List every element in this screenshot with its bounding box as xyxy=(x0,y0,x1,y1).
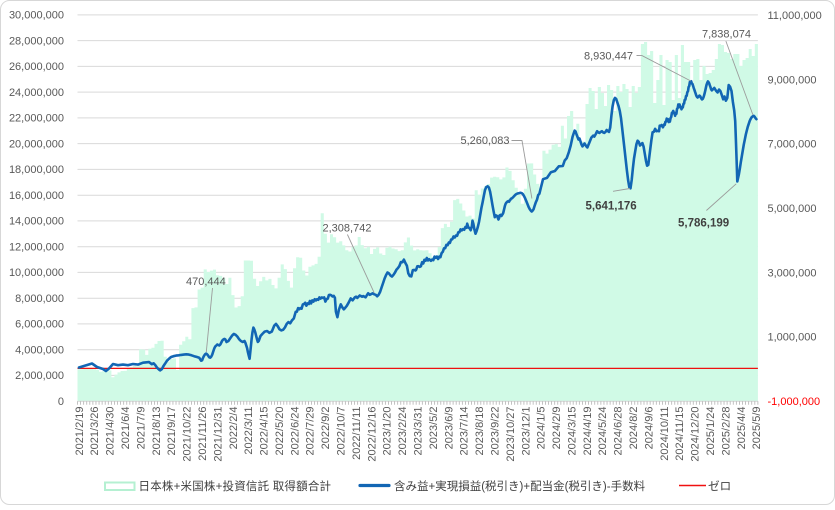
svg-text:7,000,000: 7,000,000 xyxy=(768,139,817,151)
svg-text:16,000,000: 16,000,000 xyxy=(9,190,64,202)
svg-text:3,000,000: 3,000,000 xyxy=(768,267,817,279)
svg-text:2024/10/11: 2024/10/11 xyxy=(659,407,671,461)
svg-text:2022/3/11: 2022/3/11 xyxy=(243,407,255,455)
svg-text:5,641,176: 5,641,176 xyxy=(586,201,637,213)
svg-text:8,000,000: 8,000,000 xyxy=(15,293,64,305)
svg-text:1,000,000: 1,000,000 xyxy=(768,332,817,344)
svg-text:2023/3/31: 2023/3/31 xyxy=(413,407,425,456)
svg-text:470,444: 470,444 xyxy=(186,276,226,288)
svg-text:2,000,000: 2,000,000 xyxy=(15,370,64,382)
svg-text:2023/12/1: 2023/12/1 xyxy=(520,407,532,456)
svg-text:11,000,000: 11,000,000 xyxy=(768,10,822,22)
svg-text:2022/4/15: 2022/4/15 xyxy=(259,407,271,456)
svg-text:18,000,000: 18,000,000 xyxy=(9,164,64,176)
svg-text:2024/4/19: 2024/4/19 xyxy=(582,407,594,456)
svg-text:日本株+米国株+投資信託 取得額合計: 日本株+米国株+投資信託 取得額合計 xyxy=(139,479,332,493)
svg-text:2023/2/24: 2023/2/24 xyxy=(397,407,409,456)
svg-text:2021/2/19: 2021/2/19 xyxy=(74,407,86,456)
svg-text:2023/5/2: 2023/5/2 xyxy=(428,407,440,450)
svg-text:12,000,000: 12,000,000 xyxy=(9,242,64,254)
svg-text:2022/12/16: 2022/12/16 xyxy=(366,407,378,462)
svg-text:5,786,199: 5,786,199 xyxy=(678,218,729,230)
svg-text:-1,000,000: -1,000,000 xyxy=(768,396,821,408)
svg-text:2023/7/14: 2023/7/14 xyxy=(459,407,471,456)
svg-text:2021/4/30: 2021/4/30 xyxy=(105,407,117,456)
svg-text:26,000,000: 26,000,000 xyxy=(9,61,64,73)
svg-text:2021/8/13: 2021/8/13 xyxy=(151,407,163,456)
svg-text:2023/9/22: 2023/9/22 xyxy=(490,407,502,456)
svg-text:2022/2/4: 2022/2/4 xyxy=(228,407,240,450)
svg-text:7,838,074: 7,838,074 xyxy=(702,29,751,41)
svg-text:2025/1/24: 2025/1/24 xyxy=(705,407,717,456)
svg-text:6,000,000: 6,000,000 xyxy=(15,319,64,331)
svg-text:ゼロ: ゼロ xyxy=(708,480,731,493)
svg-text:2022/10/7: 2022/10/7 xyxy=(336,407,348,456)
svg-text:0: 0 xyxy=(58,396,64,408)
svg-text:2024/2/9: 2024/2/9 xyxy=(551,407,563,450)
svg-text:2021/12/31: 2021/12/31 xyxy=(212,407,224,462)
svg-text:4,000,000: 4,000,000 xyxy=(15,345,64,357)
svg-text:2024/3/15: 2024/3/15 xyxy=(566,407,578,456)
svg-text:2022/9/2: 2022/9/2 xyxy=(320,407,332,450)
svg-text:2024/9/6: 2024/9/6 xyxy=(643,407,655,450)
svg-text:2022/6/24: 2022/6/24 xyxy=(289,407,301,456)
svg-text:2021/3/26: 2021/3/26 xyxy=(89,407,101,456)
svg-text:2024/6/28: 2024/6/28 xyxy=(613,407,625,456)
svg-text:24,000,000: 24,000,000 xyxy=(9,87,64,99)
svg-text:2022/11/11: 2022/11/11 xyxy=(351,407,363,460)
svg-text:5,260,083: 5,260,083 xyxy=(461,135,510,147)
svg-text:2024/12/20: 2024/12/20 xyxy=(690,407,702,462)
svg-text:2021/6/4: 2021/6/4 xyxy=(120,407,132,450)
svg-text:2021/11/26: 2021/11/26 xyxy=(197,407,209,461)
svg-text:28,000,000: 28,000,000 xyxy=(9,35,64,47)
svg-text:2021/7/9: 2021/7/9 xyxy=(135,407,147,450)
svg-text:2021/9/17: 2021/9/17 xyxy=(166,407,178,456)
svg-text:5,000,000: 5,000,000 xyxy=(768,203,817,215)
svg-text:2021/10/22: 2021/10/22 xyxy=(182,407,194,462)
svg-text:含み益+実現損益(税引き)+配当金(税引き)-手数料: 含み益+実現損益(税引き)+配当金(税引き)-手数料 xyxy=(394,479,646,493)
svg-text:10,000,000: 10,000,000 xyxy=(9,267,64,279)
svg-text:9,000,000: 9,000,000 xyxy=(768,74,817,86)
svg-text:2024/5/24: 2024/5/24 xyxy=(597,407,609,456)
svg-text:2025/5/9: 2025/5/9 xyxy=(751,407,763,450)
svg-text:2022/7/29: 2022/7/29 xyxy=(305,407,317,456)
svg-text:2022/5/20: 2022/5/20 xyxy=(274,407,286,456)
svg-text:2024/11/15: 2024/11/15 xyxy=(674,407,686,461)
svg-text:2,308,742: 2,308,742 xyxy=(323,223,372,235)
svg-text:8,930,447: 8,930,447 xyxy=(584,51,633,63)
svg-text:2025/2/28: 2025/2/28 xyxy=(720,407,732,456)
svg-text:30,000,000: 30,000,000 xyxy=(9,10,64,22)
svg-text:2023/1/20: 2023/1/20 xyxy=(382,407,394,456)
svg-text:20,000,000: 20,000,000 xyxy=(9,138,64,150)
svg-text:22,000,000: 22,000,000 xyxy=(9,113,64,125)
svg-text:2025/4/4: 2025/4/4 xyxy=(736,407,748,450)
svg-text:14,000,000: 14,000,000 xyxy=(9,216,64,228)
svg-text:2024/1/5: 2024/1/5 xyxy=(536,407,548,450)
svg-text:2024/8/2: 2024/8/2 xyxy=(628,407,640,450)
svg-text:2023/6/9: 2023/6/9 xyxy=(443,407,455,450)
svg-text:2023/8/18: 2023/8/18 xyxy=(474,407,486,456)
svg-text:2023/10/27: 2023/10/27 xyxy=(505,407,517,462)
